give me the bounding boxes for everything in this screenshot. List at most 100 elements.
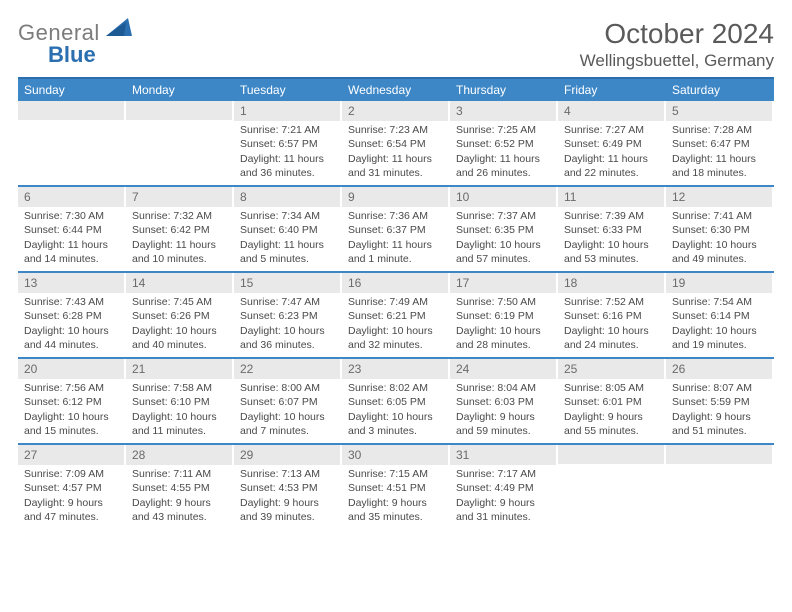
logo-text-blue: Blue bbox=[48, 42, 96, 68]
day-cell: 9Sunrise: 7:36 AMSunset: 6:37 PMDaylight… bbox=[342, 187, 450, 271]
day-number: 26 bbox=[666, 359, 772, 379]
day-body: Sunrise: 7:09 AMSunset: 4:57 PMDaylight:… bbox=[18, 467, 124, 528]
day-cell: 8Sunrise: 7:34 AMSunset: 6:40 PMDaylight… bbox=[234, 187, 342, 271]
day-cell: 20Sunrise: 7:56 AMSunset: 6:12 PMDayligh… bbox=[18, 359, 126, 443]
weekday-sat: Saturday bbox=[666, 79, 774, 101]
daylight-text: Daylight: 11 hours and 31 minutes. bbox=[348, 152, 446, 180]
day-body: Sunrise: 7:41 AMSunset: 6:30 PMDaylight:… bbox=[666, 209, 772, 270]
daylight-text: Daylight: 11 hours and 14 minutes. bbox=[24, 238, 122, 266]
day-cell bbox=[558, 445, 666, 529]
day-number: 28 bbox=[126, 445, 232, 465]
day-number: 30 bbox=[342, 445, 448, 465]
weekday-tue: Tuesday bbox=[234, 79, 342, 101]
day-number: 19 bbox=[666, 273, 772, 293]
week-row: 6Sunrise: 7:30 AMSunset: 6:44 PMDaylight… bbox=[18, 185, 774, 271]
daylight-text: Daylight: 11 hours and 22 minutes. bbox=[564, 152, 662, 180]
daylight-text: Daylight: 11 hours and 1 minute. bbox=[348, 238, 446, 266]
sunset-text: Sunset: 6:28 PM bbox=[24, 309, 122, 323]
sunset-text: Sunset: 6:40 PM bbox=[240, 223, 338, 237]
month-title: October 2024 bbox=[580, 18, 774, 50]
daylight-text: Daylight: 10 hours and 44 minutes. bbox=[24, 324, 122, 352]
day-cell: 18Sunrise: 7:52 AMSunset: 6:16 PMDayligh… bbox=[558, 273, 666, 357]
sunset-text: Sunset: 5:59 PM bbox=[672, 395, 770, 409]
calendar: Sunday Monday Tuesday Wednesday Thursday… bbox=[18, 77, 774, 529]
sunrise-text: Sunrise: 7:39 AM bbox=[564, 209, 662, 223]
sunset-text: Sunset: 6:35 PM bbox=[456, 223, 554, 237]
day-body: Sunrise: 7:45 AMSunset: 6:26 PMDaylight:… bbox=[126, 295, 232, 356]
day-body: Sunrise: 7:11 AMSunset: 4:55 PMDaylight:… bbox=[126, 467, 232, 528]
sunset-text: Sunset: 6:44 PM bbox=[24, 223, 122, 237]
daylight-text: Daylight: 9 hours and 35 minutes. bbox=[348, 496, 446, 524]
day-cell: 5Sunrise: 7:28 AMSunset: 6:47 PMDaylight… bbox=[666, 101, 774, 185]
location: Wellingsbuettel, Germany bbox=[580, 51, 774, 71]
day-cell: 17Sunrise: 7:50 AMSunset: 6:19 PMDayligh… bbox=[450, 273, 558, 357]
daylight-text: Daylight: 9 hours and 43 minutes. bbox=[132, 496, 230, 524]
day-body: Sunrise: 7:56 AMSunset: 6:12 PMDaylight:… bbox=[18, 381, 124, 442]
sunrise-text: Sunrise: 7:52 AM bbox=[564, 295, 662, 309]
daylight-text: Daylight: 10 hours and 19 minutes. bbox=[672, 324, 770, 352]
sunrise-text: Sunrise: 7:28 AM bbox=[672, 123, 770, 137]
day-body: Sunrise: 7:37 AMSunset: 6:35 PMDaylight:… bbox=[450, 209, 556, 270]
day-cell: 3Sunrise: 7:25 AMSunset: 6:52 PMDaylight… bbox=[450, 101, 558, 185]
day-body: Sunrise: 7:47 AMSunset: 6:23 PMDaylight:… bbox=[234, 295, 340, 356]
day-cell: 31Sunrise: 7:17 AMSunset: 4:49 PMDayligh… bbox=[450, 445, 558, 529]
day-body: Sunrise: 7:36 AMSunset: 6:37 PMDaylight:… bbox=[342, 209, 448, 270]
day-body: Sunrise: 7:28 AMSunset: 6:47 PMDaylight:… bbox=[666, 123, 772, 184]
sunrise-text: Sunrise: 8:00 AM bbox=[240, 381, 338, 395]
sunrise-text: Sunrise: 7:25 AM bbox=[456, 123, 554, 137]
sunrise-text: Sunrise: 7:47 AM bbox=[240, 295, 338, 309]
sunset-text: Sunset: 4:55 PM bbox=[132, 481, 230, 495]
daylight-text: Daylight: 11 hours and 36 minutes. bbox=[240, 152, 338, 180]
day-number: 16 bbox=[342, 273, 448, 293]
day-body: Sunrise: 8:00 AMSunset: 6:07 PMDaylight:… bbox=[234, 381, 340, 442]
sunrise-text: Sunrise: 7:54 AM bbox=[672, 295, 770, 309]
sunrise-text: Sunrise: 7:50 AM bbox=[456, 295, 554, 309]
sunrise-text: Sunrise: 7:43 AM bbox=[24, 295, 122, 309]
sunset-text: Sunset: 6:23 PM bbox=[240, 309, 338, 323]
day-cell bbox=[18, 101, 126, 185]
sunset-text: Sunset: 6:57 PM bbox=[240, 137, 338, 151]
day-body: Sunrise: 7:49 AMSunset: 6:21 PMDaylight:… bbox=[342, 295, 448, 356]
daylight-text: Daylight: 10 hours and 28 minutes. bbox=[456, 324, 554, 352]
sunrise-text: Sunrise: 8:02 AM bbox=[348, 381, 446, 395]
day-number: 23 bbox=[342, 359, 448, 379]
day-number: 25 bbox=[558, 359, 664, 379]
day-number: 22 bbox=[234, 359, 340, 379]
day-number: 3 bbox=[450, 101, 556, 121]
day-number: 11 bbox=[558, 187, 664, 207]
daylight-text: Daylight: 10 hours and 24 minutes. bbox=[564, 324, 662, 352]
sunrise-text: Sunrise: 7:13 AM bbox=[240, 467, 338, 481]
day-cell: 29Sunrise: 7:13 AMSunset: 4:53 PMDayligh… bbox=[234, 445, 342, 529]
day-body: Sunrise: 7:52 AMSunset: 6:16 PMDaylight:… bbox=[558, 295, 664, 356]
week-row: 13Sunrise: 7:43 AMSunset: 6:28 PMDayligh… bbox=[18, 271, 774, 357]
day-body: Sunrise: 7:43 AMSunset: 6:28 PMDaylight:… bbox=[18, 295, 124, 356]
day-number: 4 bbox=[558, 101, 664, 121]
daylight-text: Daylight: 10 hours and 40 minutes. bbox=[132, 324, 230, 352]
sunset-text: Sunset: 4:53 PM bbox=[240, 481, 338, 495]
day-number: 5 bbox=[666, 101, 772, 121]
daylight-text: Daylight: 9 hours and 55 minutes. bbox=[564, 410, 662, 438]
daylight-text: Daylight: 11 hours and 10 minutes. bbox=[132, 238, 230, 266]
day-body: Sunrise: 7:17 AMSunset: 4:49 PMDaylight:… bbox=[450, 467, 556, 528]
daylight-text: Daylight: 10 hours and 15 minutes. bbox=[24, 410, 122, 438]
day-body: Sunrise: 7:30 AMSunset: 6:44 PMDaylight:… bbox=[18, 209, 124, 270]
sunset-text: Sunset: 6:05 PM bbox=[348, 395, 446, 409]
day-number: 12 bbox=[666, 187, 772, 207]
day-number bbox=[666, 445, 772, 464]
day-body: Sunrise: 7:39 AMSunset: 6:33 PMDaylight:… bbox=[558, 209, 664, 270]
day-number: 8 bbox=[234, 187, 340, 207]
day-body: Sunrise: 7:34 AMSunset: 6:40 PMDaylight:… bbox=[234, 209, 340, 270]
sunset-text: Sunset: 4:49 PM bbox=[456, 481, 554, 495]
weekday-thu: Thursday bbox=[450, 79, 558, 101]
day-body: Sunrise: 8:02 AMSunset: 6:05 PMDaylight:… bbox=[342, 381, 448, 442]
day-number: 10 bbox=[450, 187, 556, 207]
sunset-text: Sunset: 6:49 PM bbox=[564, 137, 662, 151]
logo-triangle-icon bbox=[106, 18, 132, 41]
sunset-text: Sunset: 4:57 PM bbox=[24, 481, 122, 495]
sunrise-text: Sunrise: 7:45 AM bbox=[132, 295, 230, 309]
daylight-text: Daylight: 11 hours and 5 minutes. bbox=[240, 238, 338, 266]
day-number bbox=[18, 101, 124, 120]
day-body: Sunrise: 8:07 AMSunset: 5:59 PMDaylight:… bbox=[666, 381, 772, 442]
day-number: 1 bbox=[234, 101, 340, 121]
sunset-text: Sunset: 6:54 PM bbox=[348, 137, 446, 151]
